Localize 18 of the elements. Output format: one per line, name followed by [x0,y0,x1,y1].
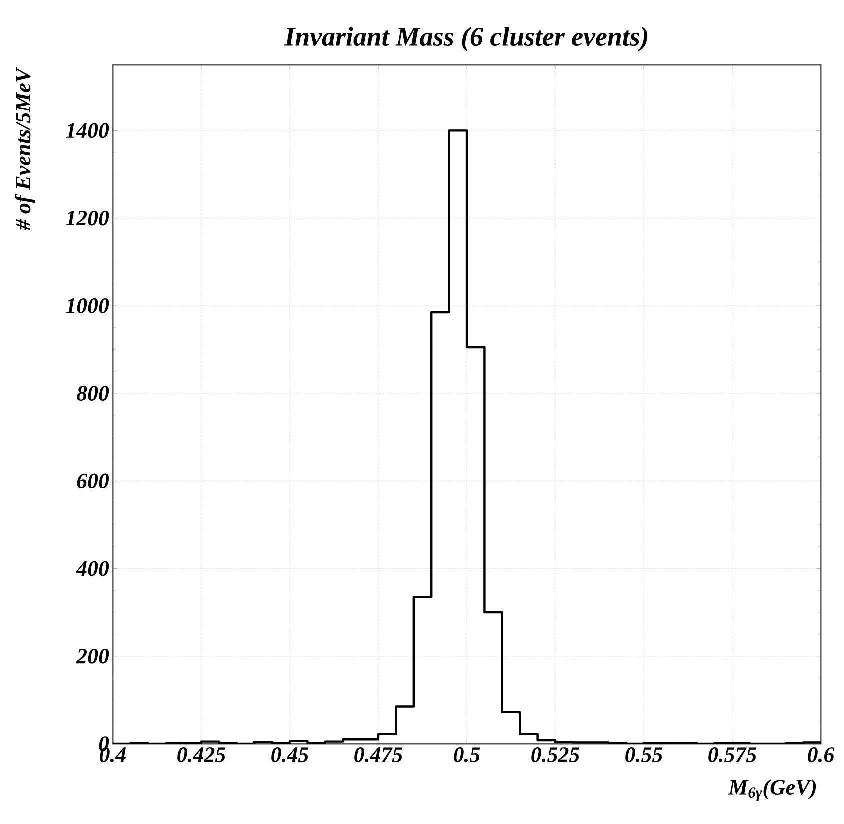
x-tick-label: 0.525 [532,748,580,762]
y-tick-label: 1400 [66,123,110,138]
x-tick-label: 0.425 [178,748,226,762]
x-tick-label: 0.45 [272,748,309,762]
x-tick-label: 0.475 [354,748,403,762]
x-tick-label: 0.575 [708,748,757,762]
x-tick-label: 0.5 [454,748,480,762]
chart-title: Invariant Mass (6 cluster events) [284,27,648,52]
y-tick-label: 200 [76,648,110,664]
x-tick-label: 0.55 [626,748,663,762]
x-tick-label: 0.6 [808,748,835,762]
y-tick-label: 400 [76,561,110,576]
y-tick-label: 1000 [66,298,110,314]
y-tick-label: 1200 [66,210,110,226]
y-tick-label: 600 [77,474,110,489]
x-axis-title: M$_{6γ}$(GeV) [728,780,816,802]
y-tick-label: 800 [76,386,110,401]
y-axis-title: # of Events/5MeV [15,67,36,231]
